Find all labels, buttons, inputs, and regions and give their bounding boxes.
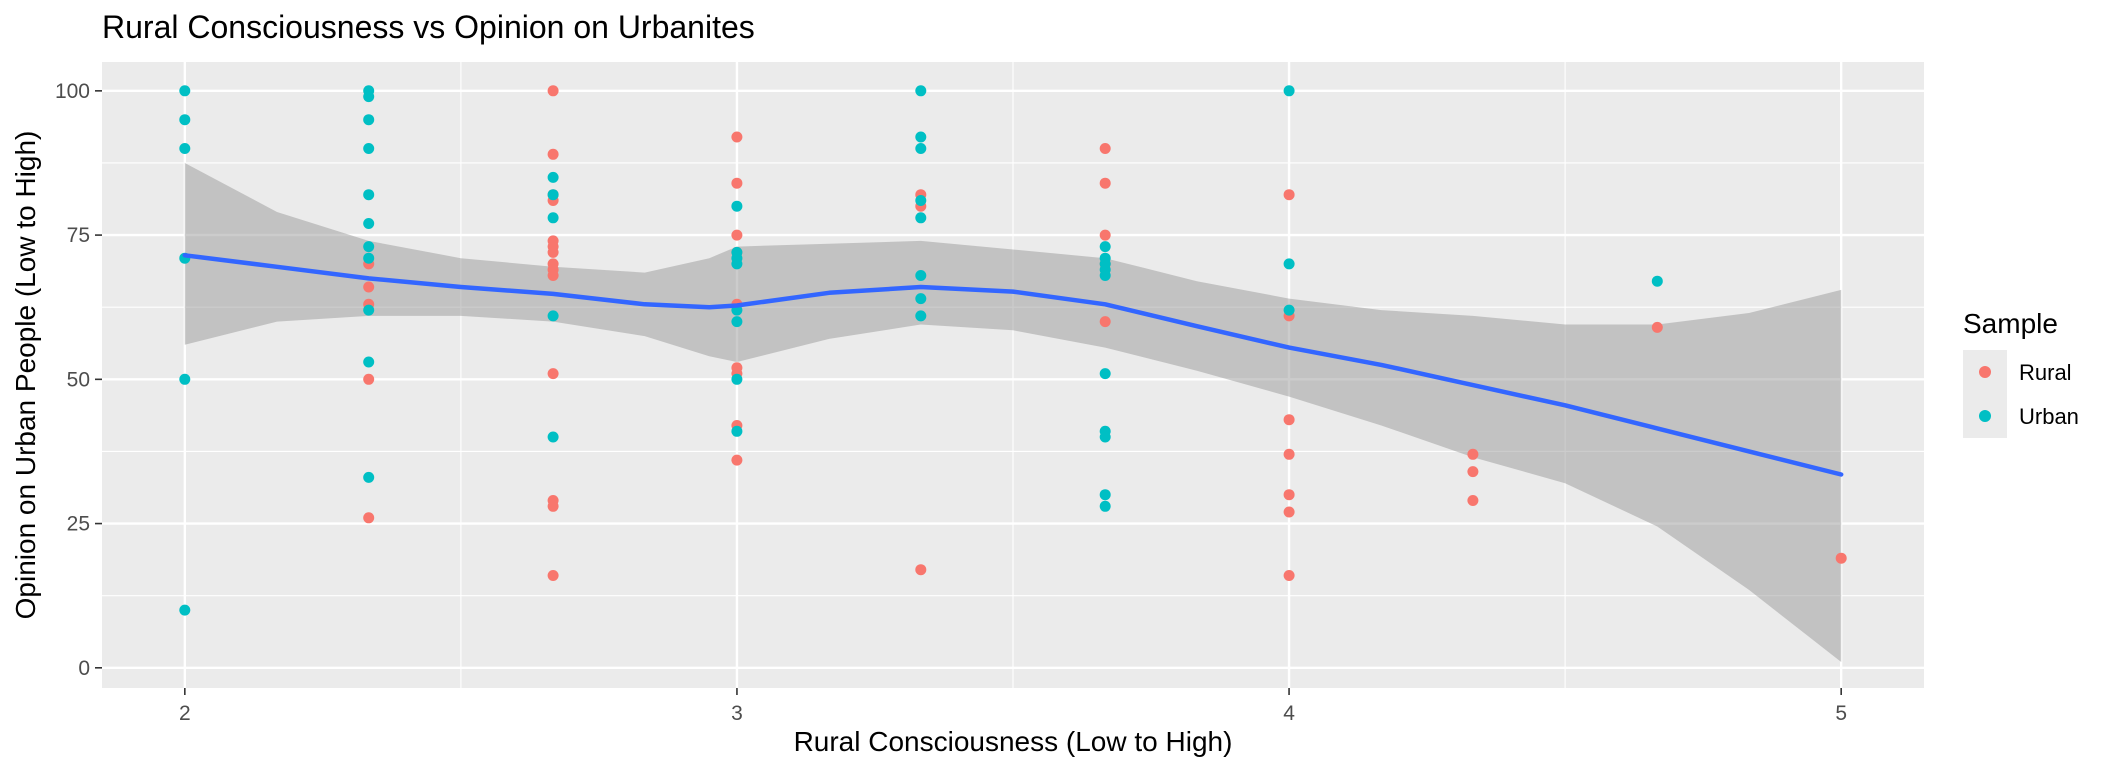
data-point-urban xyxy=(1099,270,1111,281)
data-point-urban xyxy=(363,218,375,229)
data-point-urban xyxy=(179,143,191,154)
y-tick-label: 0 xyxy=(78,657,90,680)
data-point-urban xyxy=(915,143,927,154)
data-point-rural xyxy=(547,246,559,258)
data-point-urban xyxy=(915,131,927,143)
data-point-urban xyxy=(1099,241,1111,253)
data-point-rural xyxy=(1467,466,1479,478)
legend-label-rural: Rural xyxy=(2019,360,2072,385)
trend-line xyxy=(182,253,1844,477)
data-point-urban xyxy=(547,171,559,183)
data-point-rural xyxy=(1283,448,1295,460)
legend-marker-urban xyxy=(1979,410,1991,422)
data-point-urban xyxy=(731,316,743,328)
data-point-urban xyxy=(1283,304,1295,316)
data-point-rural xyxy=(731,177,743,189)
data-point-urban xyxy=(731,373,743,385)
data-point-urban xyxy=(1099,489,1111,501)
legend-label-urban: Urban xyxy=(2019,404,2079,429)
data-point-rural xyxy=(1099,143,1111,154)
confidence-band xyxy=(184,163,1842,662)
x-tick-label: 4 xyxy=(1283,702,1295,725)
data-point-rural xyxy=(1099,177,1111,189)
data-point-urban xyxy=(179,373,191,385)
x-tick-label: 2 xyxy=(179,702,191,725)
data-point-urban xyxy=(1099,500,1111,512)
data-point-urban xyxy=(731,200,743,212)
data-point-urban xyxy=(915,85,927,97)
data-point-rural xyxy=(1283,414,1295,426)
x-tick-label: 5 xyxy=(1835,702,1847,725)
data-point-rural xyxy=(731,454,743,466)
y-tick-label: 50 xyxy=(67,368,90,391)
data-point-rural xyxy=(1835,552,1847,564)
legend-title: Sample xyxy=(1963,308,2058,339)
data-point-urban xyxy=(363,471,375,483)
y-tick-label: 75 xyxy=(67,224,90,247)
data-point-rural xyxy=(1283,570,1295,581)
data-point-urban xyxy=(363,304,375,316)
data-point-urban xyxy=(915,293,927,305)
data-point-urban xyxy=(915,270,927,281)
data-point-rural xyxy=(1283,506,1295,518)
data-point-rural xyxy=(547,270,559,281)
chart-title: Rural Consciousness vs Opinion on Urbani… xyxy=(102,9,755,45)
smooth-trend xyxy=(182,253,1844,477)
confidence-band-area xyxy=(184,163,1842,662)
data-point-rural xyxy=(915,564,927,576)
data-point-urban xyxy=(363,91,375,103)
y-tick-label: 100 xyxy=(55,80,90,103)
data-point-rural xyxy=(547,148,559,160)
data-point-rural xyxy=(363,281,375,293)
data-point-urban xyxy=(363,356,375,368)
data-point-rural xyxy=(547,85,559,97)
data-point-urban xyxy=(547,431,559,443)
y-axis-title: Opinion on Urban People (Low to High) xyxy=(10,131,41,620)
data-point-urban xyxy=(731,258,743,270)
data-point-urban xyxy=(915,195,927,206)
legend-marker-rural xyxy=(1979,366,1991,378)
data-point-rural xyxy=(547,500,559,512)
data-point-urban xyxy=(547,189,559,201)
x-tick-label: 3 xyxy=(731,702,743,725)
data-point-urban xyxy=(179,85,191,97)
data-point-urban xyxy=(363,252,375,264)
data-point-urban xyxy=(179,114,191,126)
data-point-rural xyxy=(547,570,559,581)
data-point-rural xyxy=(547,368,559,380)
data-point-rural xyxy=(1099,316,1111,328)
data-point-rural xyxy=(731,229,743,241)
data-point-urban xyxy=(1283,85,1295,97)
data-point-urban xyxy=(547,310,559,322)
data-point-rural xyxy=(1283,489,1295,501)
data-point-rural xyxy=(1099,229,1111,241)
data-point-urban xyxy=(179,604,191,616)
data-point-urban xyxy=(731,425,743,437)
data-point-rural xyxy=(1651,321,1663,333)
x-axis-title: Rural Consciousness (Low to High) xyxy=(794,726,1233,757)
data-point-urban xyxy=(1099,368,1111,380)
data-points xyxy=(179,85,1847,616)
data-point-urban xyxy=(915,310,927,322)
data-point-urban xyxy=(363,143,375,154)
data-point-urban xyxy=(363,114,375,126)
data-point-urban xyxy=(915,212,927,224)
data-point-urban xyxy=(1099,431,1111,443)
data-point-urban xyxy=(1283,258,1295,270)
data-point-rural xyxy=(363,512,375,524)
data-point-urban xyxy=(363,241,375,253)
data-point-rural xyxy=(1283,189,1295,201)
data-point-rural xyxy=(363,373,375,385)
data-point-rural xyxy=(731,131,743,143)
legend: Sample Rural Urban xyxy=(1963,308,2079,438)
data-point-urban xyxy=(363,189,375,201)
data-point-rural xyxy=(1467,495,1479,506)
data-point-urban xyxy=(547,212,559,224)
y-tick-label: 25 xyxy=(67,513,90,536)
data-point-urban xyxy=(1651,275,1663,287)
data-point-rural xyxy=(1467,448,1479,460)
